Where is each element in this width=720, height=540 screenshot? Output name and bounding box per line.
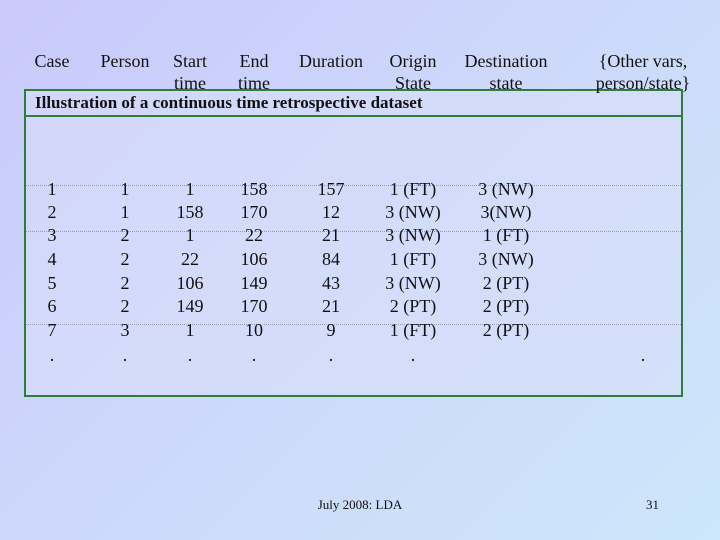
header-duration: Duration xyxy=(299,51,363,71)
cell-origin-state: 3 (NW) xyxy=(385,273,441,293)
cell-end-time: . xyxy=(251,345,257,365)
cell-origin-state: 3 (NW) xyxy=(385,202,441,222)
cell-duration: 21 xyxy=(322,296,340,316)
cell-destination-state: 2 (PT) xyxy=(482,296,530,316)
cell-start-time: 22 xyxy=(181,249,199,269)
cell-duration: . xyxy=(328,345,334,365)
cell-start-time: 149 xyxy=(176,296,204,316)
cell-duration: 9 xyxy=(326,320,336,340)
cell-duration: 43 xyxy=(322,273,340,293)
cell-start-time: 158 xyxy=(176,202,204,222)
header-destination-state: Destination xyxy=(464,51,548,71)
cell-person: 2 xyxy=(120,249,130,269)
cell-person: . xyxy=(122,345,128,365)
page-number: 31 xyxy=(646,497,659,512)
cell-origin-state: . xyxy=(410,345,416,365)
cell-origin-state: 1 (FT) xyxy=(389,249,437,269)
cell-case: 7 xyxy=(47,320,57,340)
cell-start-time: 1 xyxy=(185,225,195,245)
header-start-time-line2: time xyxy=(174,73,206,93)
cell-person: 1 xyxy=(120,179,130,199)
header-destination-state-line2: state xyxy=(489,73,523,93)
cell-case: 2 xyxy=(47,202,57,222)
cell-other-vars: . xyxy=(640,345,646,365)
cell-destination-state: 3 (NW) xyxy=(478,249,534,269)
cell-person: 1 xyxy=(120,202,130,222)
header-person: Person xyxy=(100,51,150,71)
header-end-time: End xyxy=(239,51,269,71)
cell-start-time: 1 xyxy=(185,320,195,340)
cell-destination-state: 2 (PT) xyxy=(482,273,530,293)
table-title: Illustration of a continuous time retros… xyxy=(35,93,423,112)
cell-duration: 84 xyxy=(322,249,340,269)
header-case: Case xyxy=(34,51,70,71)
row-separator xyxy=(26,324,681,325)
row-separator xyxy=(26,185,681,186)
cell-destination-state: 3(NW) xyxy=(480,202,532,222)
cell-case: . xyxy=(49,345,55,365)
cell-case: 4 xyxy=(47,249,57,269)
cell-destination-state: 1 (FT) xyxy=(482,225,530,245)
header-other-vars-line2: person/state} xyxy=(595,73,691,93)
cell-destination-state: 2 (PT) xyxy=(482,320,530,340)
cell-case: 6 xyxy=(47,296,57,316)
cell-origin-state: 2 (PT) xyxy=(389,296,437,316)
cell-end-time: 106 xyxy=(240,249,268,269)
header-origin-state-line2: State xyxy=(395,73,431,93)
cell-end-time: 158 xyxy=(240,179,268,199)
cell-case: 1 xyxy=(47,179,57,199)
cell-person: 2 xyxy=(120,296,130,316)
cell-duration: 12 xyxy=(322,202,340,222)
cell-duration: 157 xyxy=(317,179,345,199)
cell-case: 3 xyxy=(47,225,57,245)
cell-end-time: 22 xyxy=(245,225,263,245)
cell-start-time: 1 xyxy=(185,179,195,199)
cell-origin-state: 1 (FT) xyxy=(389,320,437,340)
footer-text: July 2008: LDA xyxy=(317,497,403,512)
cell-person: 2 xyxy=(120,273,130,293)
cell-person: 2 xyxy=(120,225,130,245)
cell-start-time: 106 xyxy=(176,273,204,293)
row-separator xyxy=(26,231,681,232)
header-start-time: Start xyxy=(173,51,207,71)
dataset-table: Illustration of a continuous time retros… xyxy=(24,51,690,397)
cell-origin-state: 3 (NW) xyxy=(385,225,441,245)
cell-end-time: 149 xyxy=(240,273,268,293)
header-end-time-line2: time xyxy=(238,73,270,93)
cell-end-time: 10 xyxy=(245,320,263,340)
cell-origin-state: 1 (FT) xyxy=(389,179,437,199)
cell-end-time: 170 xyxy=(240,202,268,222)
cell-person: 3 xyxy=(120,320,130,340)
cell-end-time: 170 xyxy=(240,296,268,316)
header-other-vars: {Other vars, xyxy=(598,51,688,71)
cell-case: 5 xyxy=(47,273,57,293)
header-origin-state: Origin xyxy=(389,51,437,71)
cell-destination-state: 3 (NW) xyxy=(478,179,534,199)
cell-duration: 21 xyxy=(322,225,340,245)
cell-start-time: . xyxy=(187,345,193,365)
table-title-bar: Illustration of a continuous time retros… xyxy=(26,91,681,117)
